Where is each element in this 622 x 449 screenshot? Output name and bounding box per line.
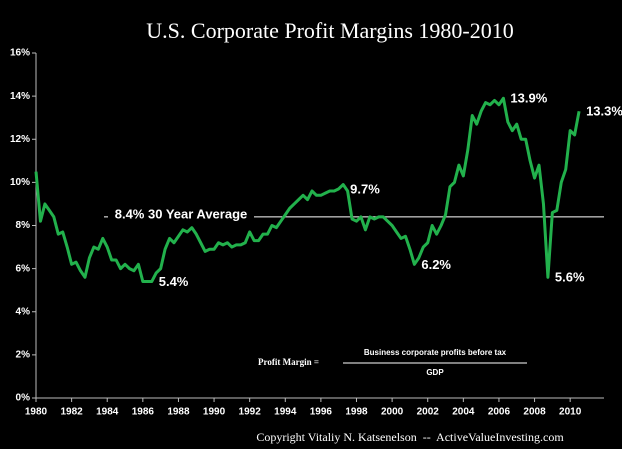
- formula-denominator: GDP: [426, 368, 444, 377]
- annotation: 6.2%: [421, 257, 451, 272]
- x-tick-label: 2010: [559, 407, 582, 418]
- annotation: 5.6%: [555, 270, 585, 285]
- x-tick-label: 1986: [132, 407, 155, 418]
- x-tick-label: 2002: [417, 407, 440, 418]
- annotation: 5.4%: [159, 274, 189, 289]
- y-tick-label: 14%: [10, 91, 30, 102]
- x-tick-label: 2004: [452, 407, 475, 418]
- average-label: 8.4% 30 Year Average: [115, 206, 248, 221]
- x-tick-label: 2006: [488, 407, 511, 418]
- footer: Copyright Vitaliy N. Katsenelson -- Acti…: [256, 430, 564, 444]
- y-tick-label: 6%: [16, 263, 31, 274]
- x-tick-label: 1992: [239, 407, 262, 418]
- y-tick-label: 10%: [10, 177, 30, 188]
- x-tick-label: 2000: [381, 407, 404, 418]
- y-tick-label: 12%: [10, 134, 30, 145]
- x-tick-label: 1984: [96, 407, 119, 418]
- chart-title: U.S. Corporate Profit Margins 1980-2010: [146, 18, 513, 43]
- data-line: [34, 96, 581, 284]
- average-label-bg: [108, 207, 254, 226]
- x-tick-label: 1994: [274, 407, 297, 418]
- y-tick-label: 2%: [16, 350, 31, 361]
- y-tick-label: 8%: [16, 220, 31, 231]
- y-tick-label: 0%: [16, 393, 31, 404]
- x-tick-label: 1990: [203, 407, 226, 418]
- x-tick-label: 1980: [25, 407, 48, 418]
- x-tick-label: 2008: [523, 407, 546, 418]
- y-tick-label: 4%: [16, 306, 31, 317]
- x-tick-label: 1982: [60, 407, 83, 418]
- annotation: 9.7%: [350, 181, 380, 196]
- x-tick-label: 1988: [167, 407, 190, 418]
- x-tick-label: 1996: [310, 407, 333, 418]
- annotation: 13.9%: [510, 91, 547, 106]
- formula-label: Profit Margin =: [258, 357, 319, 367]
- annotation: 13.3%: [586, 104, 622, 119]
- formula-numerator: Business corporate profits before tax: [364, 348, 507, 357]
- x-tick-label: 1998: [345, 407, 368, 418]
- y-tick-label: 16%: [10, 48, 30, 59]
